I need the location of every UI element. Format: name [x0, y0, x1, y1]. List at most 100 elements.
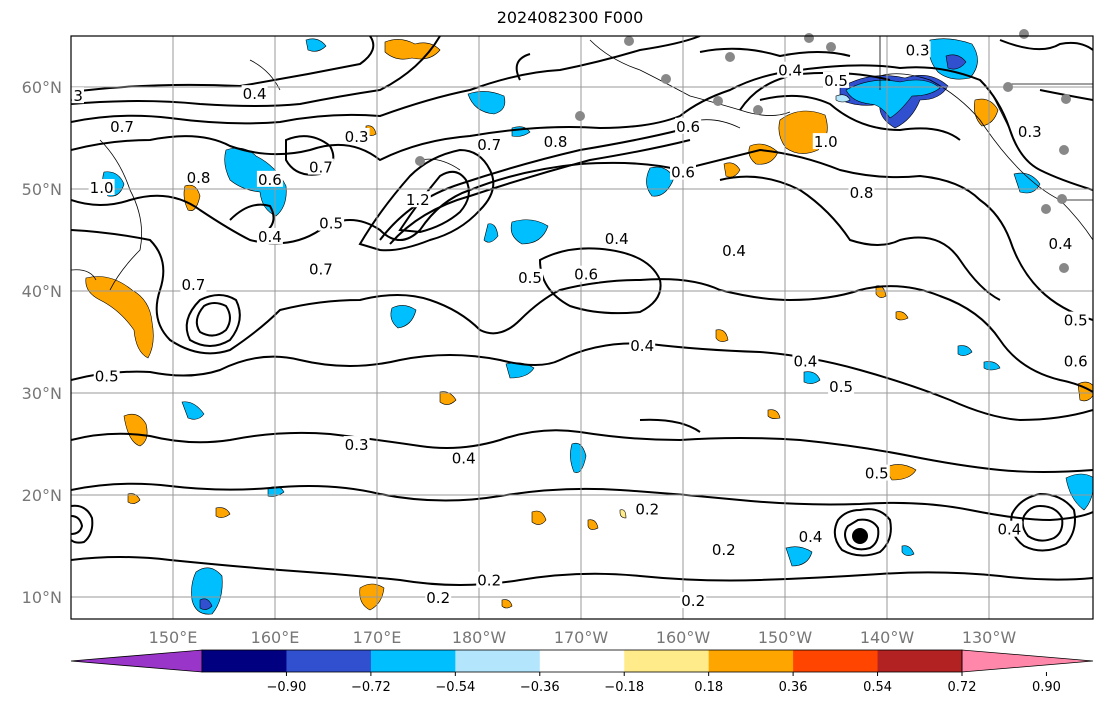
- longitude-label: 170°E: [353, 628, 402, 647]
- contour-label: 0.3: [345, 128, 369, 146]
- contour-label: 0.8: [187, 169, 211, 187]
- colorbar-segment: [286, 650, 372, 672]
- contour-label: 0.6: [676, 118, 700, 136]
- positive-patch: [531, 510, 547, 525]
- contour-label: 0.7: [110, 118, 134, 136]
- contour-label-bg: [904, 41, 931, 58]
- contour-label-bg: [517, 268, 543, 285]
- latitude-labels: 60°N 50°N 40°N 30°N 20°N 10°N: [22, 78, 62, 607]
- positive-patch: [767, 409, 781, 419]
- colorbar-segment: [539, 650, 625, 672]
- positive-patch: [123, 413, 148, 447]
- contour-label: 0.7: [181, 276, 205, 294]
- contour-label-bg: [542, 133, 569, 150]
- contour-label-bg: [823, 71, 849, 88]
- negative-patch: [803, 371, 821, 384]
- positive-patch: [619, 509, 627, 519]
- colorbar-tick-label: −0.54: [435, 680, 475, 695]
- contour-label: 0.3: [906, 41, 930, 59]
- contour-label-bg: [450, 449, 477, 466]
- colorbar-outline: [201, 649, 963, 673]
- latitude-label: 40°N: [22, 282, 62, 301]
- contour-label: 0.5: [829, 378, 853, 396]
- latitude-label: 30°N: [22, 384, 62, 403]
- contour-label: 0.4: [722, 242, 746, 260]
- contour-label: 0.4: [258, 228, 282, 246]
- positive-patch: [723, 162, 741, 178]
- positive-patch: [587, 519, 599, 530]
- contour-label: 1.0: [90, 179, 114, 197]
- positive-patch: [883, 464, 917, 481]
- longitude-label: 150°W: [758, 628, 813, 647]
- contour-label-bg: [1016, 122, 1043, 139]
- contour-label-bg: [109, 117, 135, 134]
- contour-label: 0.2: [477, 572, 501, 590]
- contour-label-bg: [828, 377, 855, 394]
- colorbar-tick-label: −0.90: [267, 680, 307, 695]
- colorbar-arrow-high: [961, 649, 1094, 673]
- contour-label: 1.0: [814, 133, 838, 151]
- latitude-label: 50°N: [22, 180, 62, 199]
- contour-label-bg: [307, 158, 334, 175]
- contour-label-bg: [573, 265, 600, 282]
- cyclone-center-marker: [852, 528, 868, 544]
- colorbar-tick-label: 0.18: [694, 680, 723, 695]
- contour-label-bg: [848, 184, 875, 201]
- contour-label: 0.4: [630, 337, 654, 355]
- negative-patch: [785, 546, 813, 567]
- colorbar-segment: [793, 650, 879, 672]
- colorbar-segment: [370, 650, 456, 672]
- contour-label-bg: [71, 87, 84, 104]
- colorbar-tick-label: −0.18: [604, 680, 644, 695]
- contour-label: 0.3: [1018, 123, 1042, 141]
- contour-label-bg: [185, 168, 212, 185]
- longitude-label: 180°W: [452, 628, 507, 647]
- negative-patch: [199, 598, 213, 610]
- gridlines: [71, 36, 1093, 619]
- contour-label-bg: [318, 214, 345, 231]
- positive-patch: [183, 184, 201, 211]
- colorbar-segment: [708, 650, 794, 672]
- contour-label: 0.8: [544, 133, 568, 151]
- negative-patch: [901, 545, 915, 556]
- longitude-label: 140°W: [860, 628, 915, 647]
- contour-label: 0.4: [452, 449, 476, 467]
- negative-patch: [483, 223, 499, 243]
- contour-label-bg: [93, 367, 120, 384]
- negative-patch: [835, 94, 851, 103]
- contour-label-bg: [180, 275, 207, 292]
- contour-label-bg: [1062, 352, 1089, 369]
- contour-label: 0.2: [712, 541, 736, 559]
- negative-patch: [181, 401, 205, 420]
- contour-label-bg: [88, 179, 115, 195]
- contour-label-bg: [425, 589, 452, 606]
- colorbar-tick-label: 0.36: [779, 680, 808, 695]
- colorbar: −0.90 −0.72 −0.54 −0.36 −0.18 0.18 0.36 0.54 0.7…: [70, 649, 1094, 695]
- contour-label: 0.4: [799, 528, 823, 546]
- colorbar-tick-label: −0.36: [520, 680, 560, 695]
- contour-label: 0.4: [997, 521, 1021, 539]
- contour-label-bg: [680, 592, 707, 609]
- contour-label-bg: [675, 117, 702, 134]
- colorbar-tick-label: 0.72: [948, 680, 977, 695]
- contour-label: 0.5: [95, 368, 119, 386]
- negative-patch: [1065, 473, 1093, 511]
- contour-label: 0.3: [59, 87, 83, 105]
- latitude-label: 60°N: [22, 78, 62, 97]
- longitude-label: 150°E: [149, 628, 198, 647]
- positive-patch: [501, 599, 513, 609]
- contour-label: 0.7: [309, 261, 333, 279]
- negative-patch: [957, 345, 973, 356]
- contour-label: 0.6: [671, 164, 695, 182]
- contour-label: 0.5: [1064, 312, 1088, 330]
- contour-label: 0.5: [824, 72, 848, 90]
- colorbar-tick-label: −0.72: [351, 680, 391, 695]
- contour-label: 0.5: [865, 465, 889, 483]
- contour-label-bg: [476, 136, 503, 153]
- positive-patch: [715, 329, 729, 342]
- positive-patch: [127, 493, 141, 504]
- contour-label: 0.8: [850, 184, 874, 202]
- contour-label-bg: [307, 260, 334, 277]
- contour-label: 0.3: [345, 436, 369, 454]
- contour-label-bg: [797, 527, 824, 544]
